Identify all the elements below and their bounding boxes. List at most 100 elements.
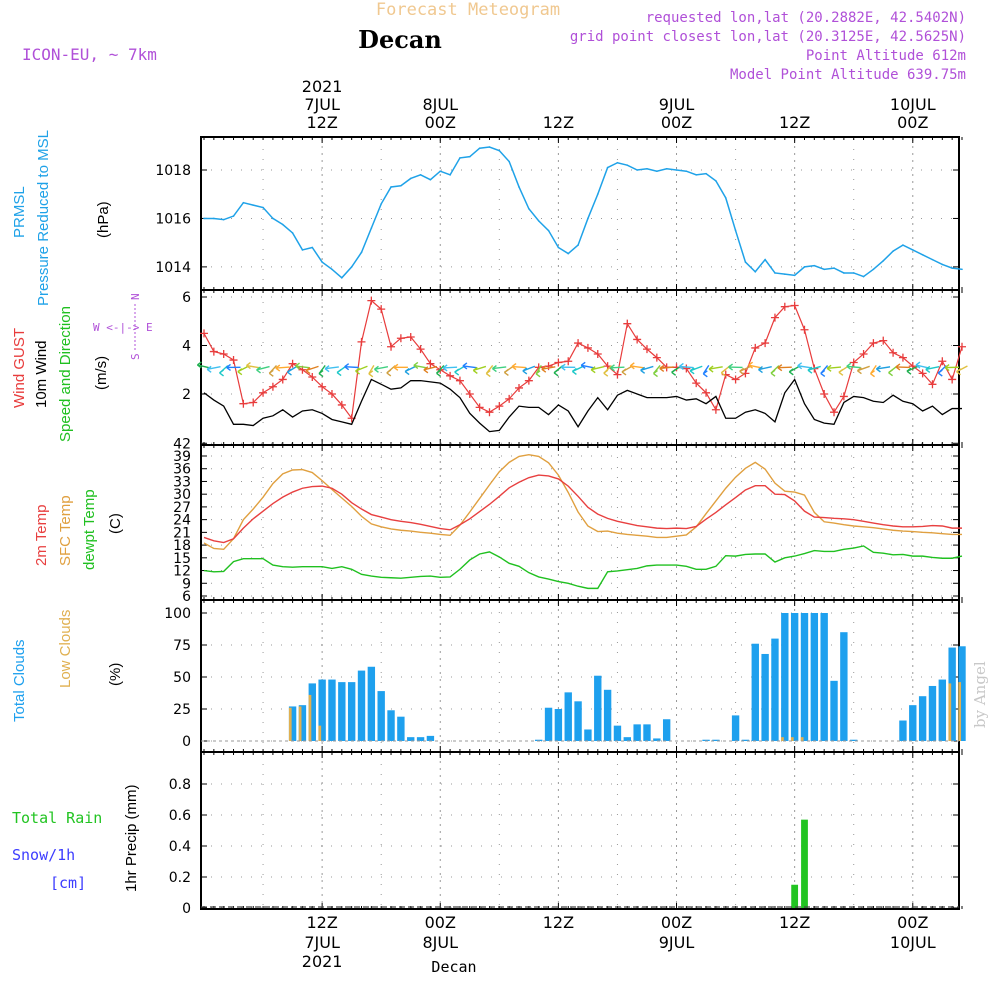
gust-point [889,348,898,357]
wind-dir-arrowhead [492,364,497,373]
wind-dir-arrowhead [826,364,832,372]
gust-point [839,392,848,401]
gust-point [692,379,701,388]
wind-dir-arrowhead [857,367,862,375]
wind-dir-arrowhead [739,367,745,375]
gust-point [859,349,868,358]
wind-dir-arrow [295,365,310,369]
pressure-point [222,218,225,221]
wind-dir-arrowhead [640,366,646,374]
pressure-point [321,261,323,263]
wind-dir-arrow [797,365,812,369]
gust-point [583,343,592,352]
requested-coords: requested lon,lat (20.2882E, 42.5402N) [646,10,966,26]
pressure-point [754,270,757,273]
wind-dir-arrow [640,365,654,371]
wind-dir-arrowhead [560,363,566,371]
top-time-label: 12Z [779,113,810,132]
wind-dir-arrowhead [915,361,921,369]
pressure-point [656,170,658,173]
total-cloud-bar [416,737,425,741]
gust-point [702,388,711,397]
compass-south: S [129,353,142,360]
top-day-label: 9JUL [659,95,695,114]
watermark: by Angel [971,661,989,728]
total-cloud-bar [377,691,385,741]
wind-dir-arrowhead [629,362,635,370]
total-cloud-bar [367,666,376,741]
total-cloud-bar [347,682,356,741]
wind-dir-arrow [492,366,507,370]
clouds-tick-label: 100 [164,606,191,622]
wind-dir-arrowhead [472,366,478,374]
chart-title: Forecast Meteogram [376,0,560,20]
wind-dir-arrowhead [485,370,491,378]
gust-point [642,345,651,354]
wind-dir-arrow [807,365,821,371]
pressure-point [961,268,963,271]
pressure-point [370,227,373,229]
pressure-frame [200,136,960,291]
gust-point [377,305,386,314]
total-cloud-bar [603,689,612,741]
gust-point [958,342,966,351]
pressure-point [596,193,599,196]
total-cloud-bar [308,683,316,741]
temperature-tick-label: 15 [173,551,191,567]
pressure-point [823,268,825,271]
pressure-point [537,220,540,222]
precip-panel: 0 0.2 0.4 0.6 0.8 [169,751,963,917]
pressure-point [734,229,737,232]
pressure-point [646,167,648,170]
gust-point [268,382,277,391]
compass-east-west: W <-|-> E [93,321,153,334]
gust-label: Wind GUST [11,328,28,408]
pressure-point [724,197,727,199]
precip-tick-label: 0.6 [169,808,191,824]
temperature-tick-label: 6 [182,589,191,605]
gust-point [633,335,642,344]
wind-dir-arrowhead [355,367,360,375]
wind-dir-arrowhead [287,368,292,376]
pressure-point [478,147,481,149]
wind-dir-arrow [846,365,861,369]
temperature-tick-label: 27 [173,500,191,516]
total-cloud-bar [643,724,651,741]
gust-point [918,369,927,378]
wind-dir-arrowhead [553,369,559,377]
wind-dir-arrow [462,365,477,369]
total-clouds-label: Total Clouds [11,639,28,722]
top-day-label: 7JUL [304,95,340,114]
low-cloud-bar [781,737,784,741]
pressure-point [705,172,707,175]
gust-point [505,394,514,403]
wind-dir-arrowhead [386,369,392,377]
wind-dir-arrowhead [888,369,894,377]
wind-dir-arrowhead [256,366,261,374]
precip-tick-label: 0.2 [169,870,191,886]
gust-point [524,376,533,385]
wind-dir-arrowhead [777,364,783,372]
pressure-point [872,268,875,271]
low-cloud-bar [948,683,952,741]
gust-point [770,313,779,322]
gust-point [288,359,297,368]
wind-dir-arrowhead [580,361,586,369]
pressure-point [281,223,284,226]
gust-point [455,376,464,385]
wind-dir-arrowhead [906,367,912,375]
temperature-frame [200,444,960,601]
pressure-point [744,261,747,263]
wind-dir-arrowhead [535,370,541,378]
pressure-point [587,217,589,220]
gust-point [731,375,740,384]
gust-point [278,375,287,384]
dewpt-series-line [203,545,963,590]
wind-dir-arrow [679,365,694,369]
wind-dir-arrowhead [571,367,577,375]
pressure-point [557,246,560,249]
total-cloud-bar [938,679,947,741]
pressure-point [813,264,816,267]
pressure-point [213,217,215,220]
